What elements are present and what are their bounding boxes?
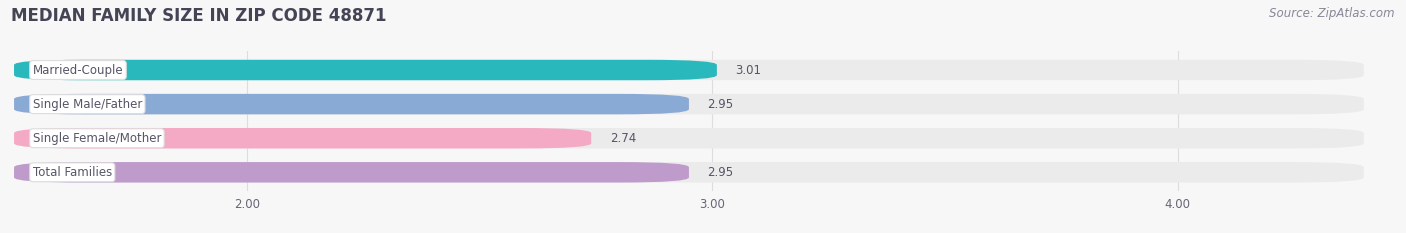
FancyBboxPatch shape bbox=[14, 60, 1364, 80]
Text: 3.01: 3.01 bbox=[735, 64, 762, 76]
Text: Source: ZipAtlas.com: Source: ZipAtlas.com bbox=[1270, 7, 1395, 20]
Text: 2.95: 2.95 bbox=[707, 98, 734, 111]
FancyBboxPatch shape bbox=[14, 60, 717, 80]
Text: Single Male/Father: Single Male/Father bbox=[32, 98, 142, 111]
Text: 2.95: 2.95 bbox=[707, 166, 734, 179]
Text: Married-Couple: Married-Couple bbox=[32, 64, 124, 76]
FancyBboxPatch shape bbox=[14, 128, 1364, 148]
Text: Total Families: Total Families bbox=[32, 166, 112, 179]
FancyBboxPatch shape bbox=[14, 94, 1364, 114]
FancyBboxPatch shape bbox=[14, 162, 1364, 182]
FancyBboxPatch shape bbox=[14, 128, 591, 148]
Text: 2.74: 2.74 bbox=[610, 132, 636, 145]
FancyBboxPatch shape bbox=[14, 94, 689, 114]
Text: Single Female/Mother: Single Female/Mother bbox=[32, 132, 162, 145]
Text: MEDIAN FAMILY SIZE IN ZIP CODE 48871: MEDIAN FAMILY SIZE IN ZIP CODE 48871 bbox=[11, 7, 387, 25]
FancyBboxPatch shape bbox=[14, 162, 689, 182]
